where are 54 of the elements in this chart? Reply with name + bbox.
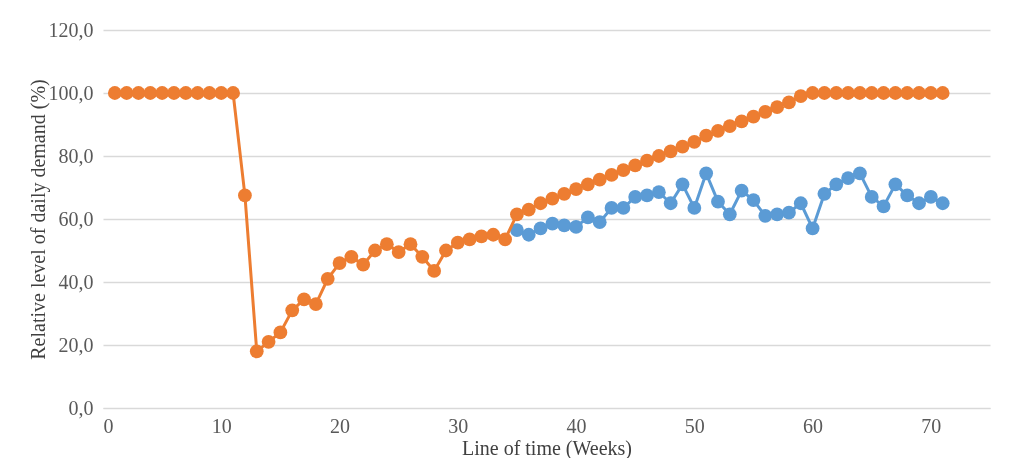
- point: [829, 177, 844, 192]
- point: [533, 221, 548, 236]
- y-tick-label: 60,0: [58, 207, 94, 230]
- point: [923, 190, 938, 204]
- point: [616, 201, 631, 215]
- y-tick-label: 120,0: [48, 18, 94, 41]
- point: [675, 177, 690, 192]
- point: [782, 205, 796, 220]
- y-tick-label: 40,0: [58, 270, 94, 293]
- point: [699, 166, 714, 181]
- x-tick-label: 50: [684, 414, 705, 437]
- x-tick-label: 40: [566, 414, 587, 437]
- y-tick-label: 80,0: [58, 144, 94, 167]
- y-axis-title: Relative level of daily demand (%): [26, 79, 50, 360]
- point: [888, 177, 903, 192]
- point: [651, 185, 666, 200]
- point: [876, 199, 891, 214]
- point: [569, 220, 583, 234]
- point: [711, 194, 725, 209]
- point: [581, 210, 595, 225]
- point: [628, 190, 643, 204]
- y-tick-label: 0,0: [68, 396, 94, 419]
- point: [545, 216, 560, 231]
- point: [853, 166, 867, 181]
- y-tick-label: 100,0: [48, 81, 94, 104]
- x-tick-label: 70: [921, 414, 942, 437]
- x-tick-label: 0: [103, 414, 114, 437]
- point: [793, 196, 808, 211]
- point: [510, 223, 524, 237]
- point: [817, 186, 832, 201]
- point: [592, 215, 607, 230]
- point: [746, 193, 761, 207]
- point: [770, 207, 785, 222]
- point: [841, 171, 855, 185]
- point: [805, 221, 820, 236]
- x-tick-label: 10: [211, 414, 232, 437]
- y-tick-label: 20,0: [58, 333, 94, 356]
- point: [640, 188, 654, 203]
- x-tick-label: 60: [803, 414, 824, 437]
- x-tick-label: 20: [330, 414, 351, 437]
- point: [734, 183, 749, 198]
- point: [521, 227, 536, 242]
- point: [604, 201, 619, 215]
- x-axis-title: Line of time (Weeks): [462, 436, 632, 460]
- point: [900, 188, 915, 203]
- x-tick-label: 30: [448, 414, 469, 437]
- point: [758, 208, 773, 223]
- point: [864, 190, 879, 204]
- point: [557, 218, 572, 233]
- point: [912, 196, 926, 211]
- point: [935, 196, 950, 211]
- point: [687, 201, 702, 215]
- point: [663, 196, 678, 211]
- point: [722, 207, 737, 222]
